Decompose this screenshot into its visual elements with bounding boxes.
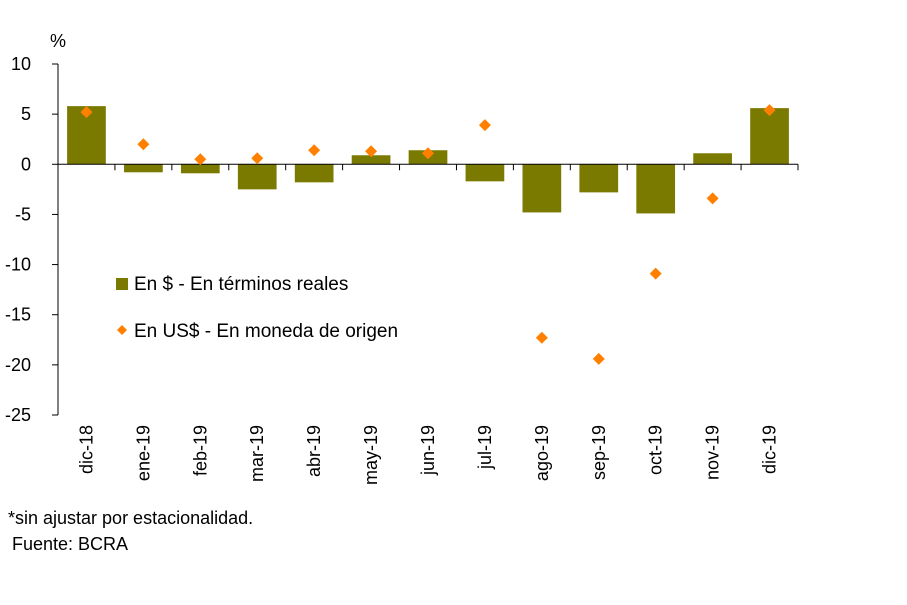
x-tick-label: ene-19 (133, 425, 153, 481)
diamond-marker (308, 144, 321, 157)
bar (579, 164, 619, 193)
x-tick-label: feb-19 (190, 425, 210, 476)
legend-label-bar: En $ - En términos reales (134, 274, 348, 295)
bar (351, 155, 391, 165)
y-tick-label: -20 (5, 355, 31, 375)
y-tick-label: -10 (5, 255, 31, 275)
x-axis-labels: dic-18 ene-19 feb-19 mar-19 abr-19 may-19 jun-… (76, 425, 779, 485)
x-tick-label: sep-19 (589, 425, 609, 480)
bar (465, 164, 505, 182)
y-tick-label: -25 (5, 405, 31, 425)
zero-axis (57, 163, 799, 171)
bar (693, 153, 732, 165)
x-tick-label: mar-19 (247, 425, 267, 482)
legend-swatch-diamond (117, 325, 127, 335)
x-tick-label: dic-19 (760, 425, 780, 474)
bar (636, 164, 676, 214)
diamond-marker (592, 352, 605, 365)
diamond-marker (763, 104, 776, 117)
marker-series (80, 104, 776, 365)
diamond-marker (535, 331, 548, 344)
diamond-marker (649, 267, 662, 280)
legend: En $ - En términos reales En US$ - En mo… (116, 274, 398, 342)
diamond-marker (422, 147, 434, 160)
bar (750, 108, 789, 165)
y-axis: 10 5 0 -5 -10 -15 -20 -25 (5, 54, 59, 425)
y-axis-unit-label: % (50, 31, 66, 51)
x-tick-label: jul-19 (475, 425, 495, 470)
bar (237, 164, 277, 190)
diamond-marker (137, 138, 150, 151)
bar (180, 164, 220, 174)
diamond-marker (478, 119, 491, 132)
diamond-marker (194, 153, 207, 166)
bar (294, 164, 334, 183)
bar (522, 164, 562, 213)
y-tick-label: -15 (5, 305, 31, 325)
x-tick-label: may-19 (361, 425, 381, 485)
diamond-marker (706, 192, 719, 205)
diamond-marker (251, 152, 264, 165)
x-tick-label: jun-19 (418, 425, 438, 476)
footnote: *sin ajustar por estacionalidad. (8, 508, 254, 528)
x-tick-label: ago-19 (532, 425, 552, 481)
legend-label-marker: En US$ - En moneda de origen (134, 321, 398, 342)
x-tick-label: nov-19 (703, 425, 723, 480)
y-tick-label: 0 (21, 154, 31, 174)
source-note: Fuente: BCRA (12, 534, 129, 554)
x-tick-label: dic-18 (76, 425, 96, 474)
x-tick-label: oct-19 (646, 425, 666, 475)
diamond-marker (80, 106, 93, 119)
y-tick-label: 5 (21, 104, 31, 124)
bar (124, 164, 163, 173)
bar-series (67, 106, 789, 214)
chart: % 10 5 0 -5 -10 -15 -20 -25 dic-18 ene-19 feb-19 m… (5, 31, 799, 485)
legend-swatch-bar (116, 278, 128, 290)
x-tick-label: abr-19 (304, 425, 324, 477)
y-tick-label: 10 (11, 54, 31, 74)
diamond-marker (365, 145, 378, 158)
y-tick-label: -5 (15, 204, 31, 224)
